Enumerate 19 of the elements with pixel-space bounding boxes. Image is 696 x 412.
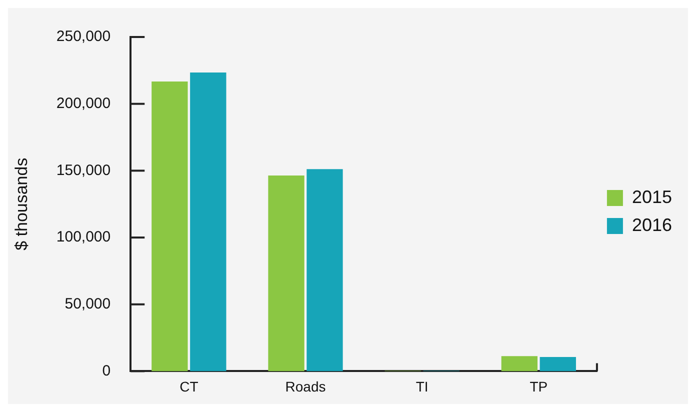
legend-label: 2016: [632, 214, 672, 235]
bar: [501, 356, 538, 372]
bar: [268, 175, 304, 372]
y-tick-label: 100,000: [56, 228, 111, 246]
x-tick-label: CT: [180, 378, 199, 394]
y-tick-label: 0: [102, 362, 111, 380]
y-tick-label: 200,000: [56, 94, 111, 112]
x-tick-label: TI: [416, 378, 428, 394]
x-tick-label: Roads: [285, 378, 326, 394]
y-axis-title: $ thousands: [12, 158, 31, 250]
y-tick-label: 150,000: [56, 162, 111, 179]
bar: [190, 72, 226, 372]
x-tick-label: TP: [530, 378, 548, 394]
y-tick-label: 250,000: [56, 28, 111, 46]
bar: [540, 357, 576, 372]
legend-label: 2015: [632, 186, 672, 207]
bar: [152, 82, 188, 372]
bar: [306, 169, 343, 372]
y-tick-label: 50,000: [64, 296, 111, 312]
